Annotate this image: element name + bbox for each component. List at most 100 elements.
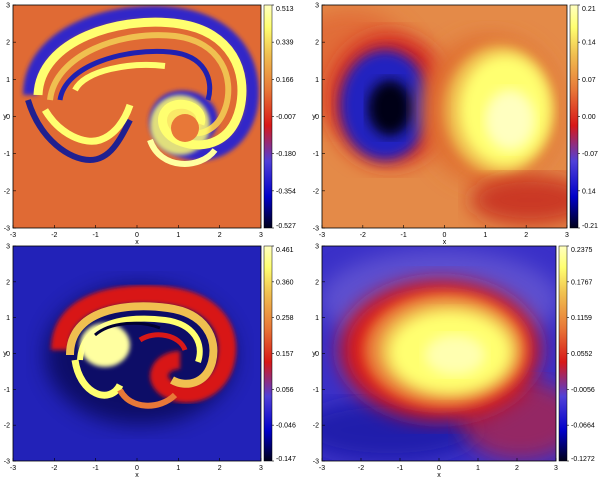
panel-2-y-tick-label: 0: [315, 114, 319, 121]
panel-2-colorbar-tick-label: 0.07: [582, 77, 596, 84]
panel-1-y-tick-label: -1: [4, 151, 10, 158]
panel-2-y-tick-label: -1: [313, 151, 319, 158]
panel-4-colorbar-tick-label: 0.1767: [571, 279, 593, 286]
panel-4-colorbar-tick-label: 0.1159: [571, 315, 592, 322]
panel-4-y-tick-label: 0: [315, 351, 319, 358]
panel-1-x-tick-label: 0: [135, 232, 139, 239]
panel-2-y-tick-label: -2: [313, 188, 319, 195]
panel-2-y-axis-label: y: [312, 114, 316, 121]
panel-3-y-tick-label: 0: [6, 351, 10, 358]
axis-ticks-layer: -3 -2 -1 0 1 2 3 x -3 -2 -1 0 1 2 3 y 0.513 0.339 0.166 -0.…: [3, 3, 598, 480]
panel-1-field: [13, 5, 261, 228]
panel-3-field: [13, 246, 261, 461]
panel-4-x-tick-label: 1: [476, 465, 480, 472]
panel-1-x-tick-label: 3: [259, 232, 263, 239]
panel-1-colorbar-tick-label: 0.339: [276, 40, 294, 47]
panel-3-x-axis-label: x: [135, 472, 139, 479]
panel-3-x-tick-label: 2: [218, 465, 222, 472]
panel-4-x-axis-label: x: [437, 472, 441, 479]
panel-2-colorbar-tick-label: 0.21: [582, 6, 596, 13]
panel-2-y-tick-label: 1: [315, 77, 319, 84]
panel-1-y-tick-label: -3: [4, 226, 10, 233]
panel-4-y-tick-label: 2: [315, 279, 319, 286]
panel-4-y-tick-label: 1: [315, 315, 319, 322]
panel-2-y-tick-label: 2: [315, 40, 319, 47]
panel-3-colorbar: [263, 245, 273, 462]
panel-4-y-tick-label: -2: [313, 423, 319, 430]
panel-1-y-tick-label: 0: [6, 114, 10, 121]
panel-3-colorbar-tick-label: 0.360: [276, 279, 294, 286]
panel-2-field: [322, 5, 567, 228]
panel-4-colorbar: [558, 245, 568, 462]
panel-3-colorbar-tick-label: -0.046: [276, 423, 296, 430]
panel-4-x-tick-label: -2: [358, 465, 364, 472]
panel-3-y-axis-label: y: [3, 351, 7, 358]
panel-3-x-tick-label: -2: [51, 465, 57, 472]
panel-1-x-axis-label: x: [135, 239, 139, 246]
panel-4-x-tick-label: -1: [397, 465, 403, 472]
panel-4-y-tick-label: 3: [315, 244, 319, 251]
panel-2-x-axis-label: x: [443, 239, 447, 246]
panel-2-x-tick-label: 1: [483, 232, 487, 239]
panel-3-y-tick-label: 1: [6, 315, 10, 322]
panel-2-colorbar-tick-label: -0.07: [582, 151, 598, 158]
panel-3-x-tick-label: 0: [135, 465, 139, 472]
panel-3-y-tick-label: 2: [6, 279, 10, 286]
panel-4-x-tick-label: 2: [515, 465, 519, 472]
panel-2-x-tick-label: -3: [319, 232, 325, 239]
panel-3-y-tick-label: -1: [4, 387, 10, 394]
panel-4-x-tick-label: 3: [554, 465, 558, 472]
panel-2-x-tick-label: 0: [443, 232, 447, 239]
panel-1-x-tick-label: -2: [51, 232, 57, 239]
panel-3-x-tick-label: -3: [10, 465, 16, 472]
panel-1-y-tick-label: 2: [6, 40, 10, 47]
panel-3-x-tick-label: -1: [93, 465, 99, 472]
panel-4-y-tick-label: -1: [313, 387, 319, 394]
panel-2-y-tick-label: 3: [315, 3, 319, 10]
panel-2-colorbar-tick-label: -0.21: [582, 223, 598, 230]
panel-3-y-tick-label: -3: [4, 459, 10, 466]
panel-3-x-tick-label: 3: [259, 465, 263, 472]
panel-3-y-tick-label: 3: [6, 244, 10, 251]
panel-2-x-tick-label: -1: [401, 232, 407, 239]
panel-2-colorbar-tick-label: 0.00: [582, 114, 596, 121]
panel-3-y-tick-label: -2: [4, 423, 10, 430]
panel-1-colorbar-tick-label: -0.180: [276, 151, 296, 158]
panel-3-colorbar-tick-label: 0.157: [276, 351, 294, 358]
panel-4-colorbar-tick-label: -0.0664: [571, 423, 595, 430]
panel-3-x-tick-label: 1: [176, 465, 180, 472]
panel-2-x-tick-label: 2: [524, 232, 528, 239]
panel-1-x-tick-label: 2: [218, 232, 222, 239]
panel-4-field: [322, 246, 556, 461]
panel-1-colorbar-tick-label: 0.513: [276, 6, 294, 13]
panel-2-colorbar-tick-label: 0.14: [582, 188, 596, 195]
panel-3-colorbar-tick-label: 0.056: [276, 387, 294, 394]
panel-4-y-axis-label: y: [312, 351, 316, 358]
panel-4-colorbar-tick-label: -0.1272: [571, 456, 595, 463]
panel-3-colorbar-tick-label: 0.258: [276, 315, 294, 322]
panel-1-y-tick-label: -2: [4, 188, 10, 195]
panel-3-colorbar-tick-label: 0.461: [276, 247, 294, 254]
panel-1-y-tick-label: 3: [6, 3, 10, 10]
panel-4-x-tick-label: -3: [319, 465, 325, 472]
panel-2-x-tick-label: 3: [565, 232, 569, 239]
panel-1-colorbar-tick-label: -0.527: [276, 223, 296, 230]
panel-1-colorbar: [263, 4, 273, 229]
panel-1-x-tick-label: -3: [10, 232, 16, 239]
panel-4-x-tick-label: 0: [437, 465, 441, 472]
panel-1-colorbar-tick-label: -0.007: [276, 114, 296, 121]
panel-1-colorbar-tick-label: 0.166: [276, 77, 294, 84]
panel-4-colorbar-tick-label: 0.0552: [571, 351, 593, 358]
panel-3-colorbar-tick-label: -0.147: [276, 456, 296, 463]
panel-4-colorbar-tick-label: 0.2375: [571, 247, 593, 254]
panel-2-y-tick-label: -3: [313, 226, 319, 233]
panel-2-x-tick-label: -2: [360, 232, 366, 239]
panel-1-y-tick-label: 1: [6, 77, 10, 84]
panel-2-colorbar: [569, 4, 579, 229]
panel-1-x-tick-label: -1: [93, 232, 99, 239]
panel-1-x-tick-label: 1: [176, 232, 180, 239]
panel-1-colorbar-tick-label: -0.354: [276, 188, 296, 195]
panel-1-y-axis-label: y: [3, 114, 7, 121]
